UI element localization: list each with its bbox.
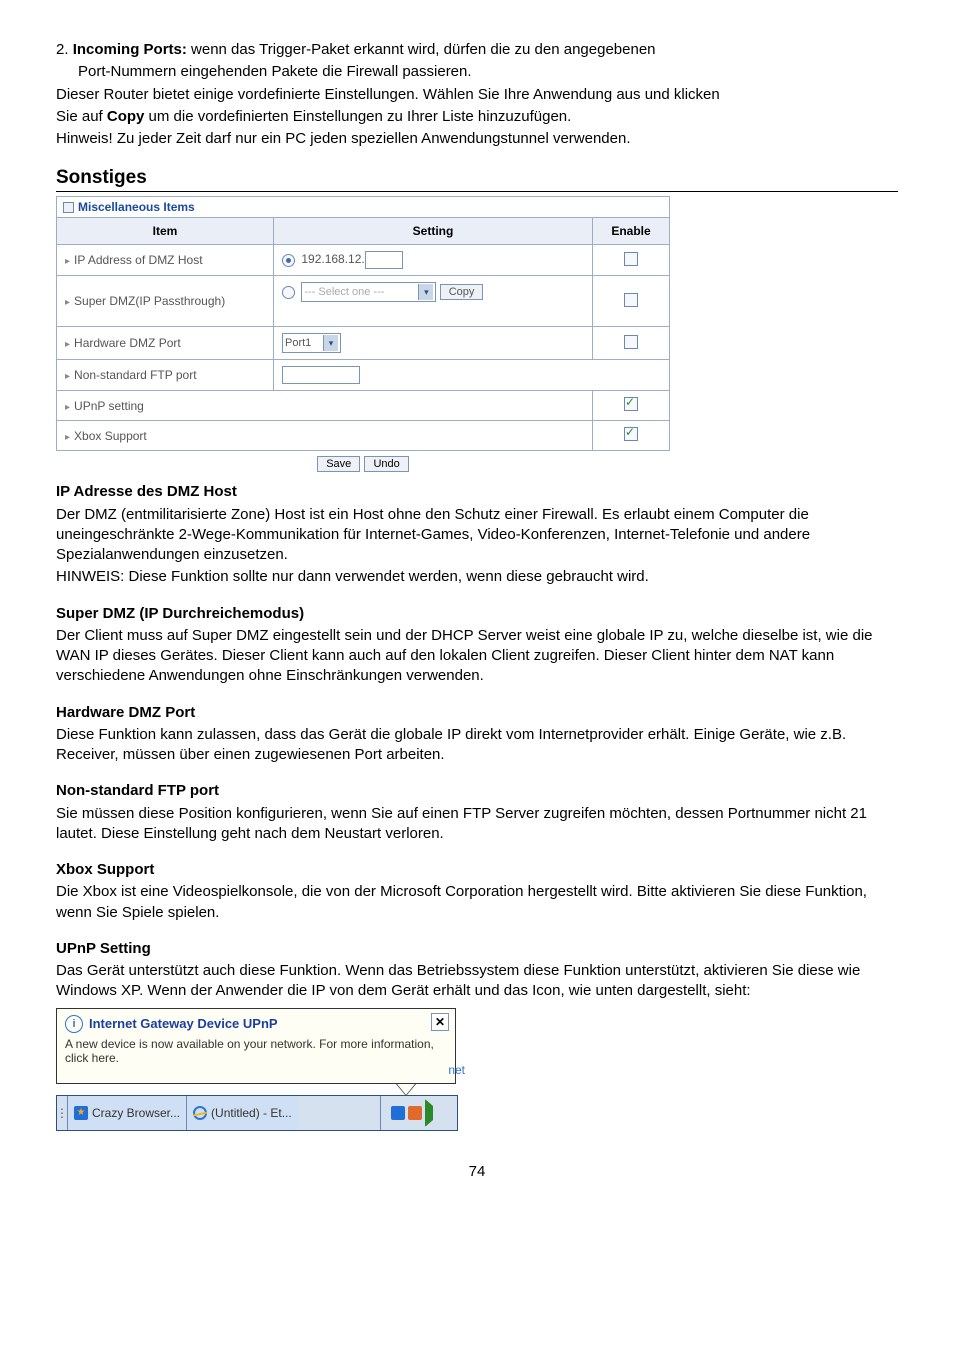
tray-icon[interactable] bbox=[391, 1106, 405, 1120]
chevron-down-icon: ▾ bbox=[418, 284, 433, 300]
superdmz-select[interactable]: --- Select one --- ▾ bbox=[301, 282, 436, 302]
chevron-down-icon: ▾ bbox=[323, 335, 338, 351]
tray-icon[interactable] bbox=[408, 1106, 422, 1120]
undo-button[interactable]: Undo bbox=[364, 456, 408, 472]
intro-para2b-bold: Copy bbox=[107, 108, 145, 125]
intro-block: 2. Incoming Ports: wenn das Trigger-Pake… bbox=[56, 40, 898, 149]
sec1-heading: Super DMZ (IP Durchreichemodus) bbox=[56, 604, 898, 624]
row3-item: Non-standard FTP port bbox=[74, 368, 197, 382]
dmz-ip-input[interactable] bbox=[365, 251, 403, 269]
taskbar-item-untitled[interactable]: (Untitled) - Et... bbox=[186, 1096, 298, 1130]
balloon-tooltip: i Internet Gateway Device UPnP ✕ A new d… bbox=[56, 1008, 456, 1084]
incoming-ports-line1: 2. Incoming Ports: wenn das Trigger-Pake… bbox=[56, 40, 898, 60]
collapse-icon[interactable] bbox=[63, 202, 74, 213]
hwdmz-enable-checkbox[interactable] bbox=[624, 335, 638, 349]
sec3-para0: Sie müssen diese Position konfigurieren,… bbox=[56, 804, 898, 845]
table-buttons: Save Undo bbox=[56, 455, 670, 472]
sec0-para0: Der DMZ (entmilitarisierte Zone) Host is… bbox=[56, 505, 898, 566]
upnp-balloon-screenshot: i Internet Gateway Device UPnP ✕ A new d… bbox=[56, 1008, 456, 1131]
sec5-para0: Das Gerät unterstützt auch diese Funktio… bbox=[56, 961, 898, 1002]
superdmz-radio[interactable] bbox=[282, 286, 295, 299]
th-setting: Setting bbox=[274, 218, 593, 245]
sec1-para0: Der Client muss auf Super DMZ eingestell… bbox=[56, 626, 898, 687]
upnp-enable-checkbox[interactable] bbox=[624, 397, 638, 411]
intro-para2a: Dieser Router bietet einige vordefiniert… bbox=[56, 85, 898, 105]
taskbar: ⋮ ★ Crazy Browser... (Untitled) - Et... bbox=[56, 1095, 458, 1131]
caption-text: Miscellaneous Items bbox=[78, 200, 195, 214]
row2-item: Hardware DMZ Port bbox=[74, 336, 181, 350]
triangle-icon: ▸ bbox=[65, 402, 70, 413]
taskbar-item2-label: (Untitled) - Et... bbox=[211, 1106, 292, 1120]
table-row: ▸ Xbox Support bbox=[57, 421, 670, 451]
incoming-ports-line2: Port-Nummern eingehenden Pakete die Fire… bbox=[56, 62, 898, 82]
incoming-num: 2. bbox=[56, 41, 69, 58]
th-item: Item bbox=[57, 218, 274, 245]
ip-prefix: 192.168.12. bbox=[301, 252, 364, 266]
superdmz-enable-checkbox[interactable] bbox=[624, 293, 638, 307]
table-row: ▸ UPnP setting bbox=[57, 391, 670, 421]
net-label: net bbox=[448, 1063, 465, 1077]
triangle-icon: ▸ bbox=[65, 371, 70, 382]
table-row: ▸ Non-standard FTP port bbox=[57, 360, 670, 391]
row4-item: UPnP setting bbox=[74, 399, 144, 413]
balloon-title: Internet Gateway Device UPnP bbox=[89, 1016, 278, 1031]
table-row: ▸ Hardware DMZ Port Port1 ▾ bbox=[57, 327, 670, 360]
taskbar-item1-label: Crazy Browser... bbox=[92, 1106, 180, 1120]
tray-icon[interactable] bbox=[425, 1099, 447, 1127]
close-icon[interactable]: ✕ bbox=[431, 1013, 449, 1031]
intro-para2b-post: um die vordefinierten Einstellungen zu I… bbox=[144, 108, 571, 125]
intro-para2b: Sie auf Copy um die vordefinierten Einst… bbox=[56, 107, 898, 127]
sec4-para0: Die Xbox ist eine Videospielkonsole, die… bbox=[56, 882, 898, 923]
system-tray bbox=[380, 1096, 457, 1130]
dmz-ip-radio[interactable] bbox=[282, 254, 295, 267]
sec5-heading: UPnP Setting bbox=[56, 939, 898, 959]
incoming-label: Incoming Ports: bbox=[73, 41, 187, 58]
triangle-icon: ▸ bbox=[65, 297, 70, 308]
page-number: 74 bbox=[56, 1163, 898, 1180]
info-icon: i bbox=[65, 1015, 83, 1033]
ftp-port-input[interactable] bbox=[282, 366, 360, 384]
copy-button[interactable]: Copy bbox=[440, 284, 484, 300]
xbox-enable-checkbox[interactable] bbox=[624, 427, 638, 441]
crazy-browser-icon: ★ bbox=[74, 1106, 88, 1120]
table-row: ▸ IP Address of DMZ Host 192.168.12. bbox=[57, 245, 670, 276]
sec3-heading: Non-standard FTP port bbox=[56, 781, 898, 801]
sec0-para1: HINWEIS: Diese Funktion sollte nur dann … bbox=[56, 567, 898, 587]
misc-items-table: Item Setting Enable ▸ IP Address of DMZ H… bbox=[56, 217, 670, 451]
port-select-value: Port1 bbox=[285, 337, 319, 349]
dmz-enable-checkbox[interactable] bbox=[624, 252, 638, 266]
balloon-message: A new device is now available on your ne… bbox=[65, 1037, 447, 1065]
superdmz-select-value: --- Select one --- bbox=[304, 286, 414, 298]
table-header-row: Item Setting Enable bbox=[57, 218, 670, 245]
ie-icon bbox=[193, 1106, 207, 1120]
sec2-para0: Diese Funktion kann zulassen, dass das G… bbox=[56, 725, 898, 766]
th-enable: Enable bbox=[593, 218, 670, 245]
table-caption: Miscellaneous Items bbox=[56, 196, 670, 217]
row5-item: Xbox Support bbox=[74, 429, 147, 443]
triangle-icon: ▸ bbox=[65, 339, 70, 350]
intro-para3: Hinweis! Zu jeder Zeit darf nur ein PC j… bbox=[56, 129, 898, 149]
table-row: ▸ Super DMZ(IP Passthrough) --- Select on… bbox=[57, 276, 670, 327]
triangle-icon: ▸ bbox=[65, 432, 70, 443]
sec2-heading: Hardware DMZ Port bbox=[56, 703, 898, 723]
incoming-text-1: wenn das Trigger-Paket erkannt wird, dür… bbox=[187, 41, 656, 58]
sonstiges-heading: Sonstiges bbox=[56, 167, 898, 192]
save-button[interactable]: Save bbox=[317, 456, 360, 472]
sec0-heading: IP Adresse des DMZ Host bbox=[56, 482, 898, 502]
intro-para2b-pre: Sie auf bbox=[56, 108, 107, 125]
hw-dmz-port-select[interactable]: Port1 ▾ bbox=[282, 333, 341, 353]
row1-item: Super DMZ(IP Passthrough) bbox=[74, 294, 225, 308]
taskbar-item-crazy-browser[interactable]: ★ Crazy Browser... bbox=[67, 1096, 186, 1130]
row0-item: IP Address of DMZ Host bbox=[74, 253, 203, 267]
triangle-icon: ▸ bbox=[65, 256, 70, 267]
sec4-heading: Xbox Support bbox=[56, 860, 898, 880]
taskbar-grip-icon: ⋮ bbox=[57, 1096, 67, 1130]
